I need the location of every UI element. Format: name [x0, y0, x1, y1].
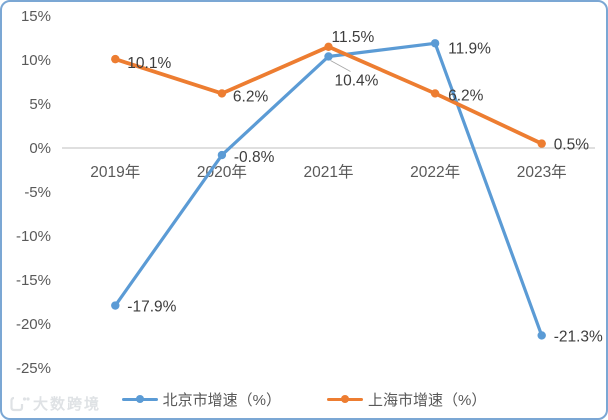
- legend-line-marker-icon: [121, 394, 158, 404]
- data-label: 6.2%: [448, 87, 484, 104]
- data-label: -21.3%: [554, 328, 603, 345]
- data-label: 11.9%: [448, 40, 491, 57]
- data-point-beijing: [430, 39, 440, 48]
- data-label: 6.2%: [233, 88, 269, 105]
- legend: 北京市增速（%） 上海市增速（%）: [2, 387, 606, 411]
- data-label: -0.8%: [234, 149, 275, 166]
- y-tick-label: -25%: [16, 360, 51, 377]
- data-label: 10.4%: [335, 72, 379, 89]
- y-tick-label: 15%: [21, 8, 51, 25]
- label-leader-line: [330, 60, 351, 72]
- data-point-shanghai: [217, 89, 227, 98]
- x-tick-label: 2019年: [90, 163, 140, 181]
- line-chart: 15% 10% 5% 0% -5% -10% -15% -20% -25% 2019年 2020年 2…: [16, 8, 603, 377]
- data-point-beijing: [537, 331, 546, 340]
- data-label: 10.1%: [127, 55, 171, 72]
- y-tick-label: -5%: [24, 184, 51, 201]
- data-point-beijing: [111, 301, 120, 310]
- y-tick-label: -15%: [16, 272, 51, 289]
- legend-item-shanghai: 上海市增速（%）: [327, 389, 486, 410]
- data-label: -17.9%: [127, 299, 176, 316]
- x-tick-label: 2023年: [517, 163, 567, 181]
- y-tick-label: -20%: [16, 316, 51, 333]
- watermark-logo-icon: [10, 396, 30, 411]
- data-label: 11.5%: [332, 29, 375, 46]
- y-tick-label: 10%: [21, 52, 51, 69]
- legend-line-marker-icon: [327, 394, 363, 404]
- legend-label-shanghai: 上海市增速（%）: [368, 391, 487, 409]
- data-point-beijing: [217, 150, 227, 160]
- legend-label-beijing: 北京市增速（%）: [162, 391, 281, 409]
- x-tick-label: 2021年: [304, 163, 354, 181]
- legend-item-beijing: 北京市增速（%）: [121, 389, 281, 410]
- y-tick-label: 0%: [29, 140, 51, 157]
- data-point-shanghai: [430, 89, 440, 98]
- data-point-shanghai: [111, 54, 120, 64]
- data-point-shanghai: [537, 139, 546, 148]
- x-tick-label: 2020年: [197, 163, 247, 181]
- y-tick-label: 5%: [29, 96, 51, 113]
- y-tick-label: -10%: [16, 228, 51, 245]
- data-point-beijing: [324, 52, 333, 61]
- x-tick-label: 2022年: [410, 163, 460, 181]
- watermark: 大数跨境: [10, 393, 101, 414]
- data-point-shanghai: [324, 42, 333, 51]
- data-label: 0.5%: [554, 137, 590, 154]
- watermark-text: 大数跨境: [33, 396, 102, 413]
